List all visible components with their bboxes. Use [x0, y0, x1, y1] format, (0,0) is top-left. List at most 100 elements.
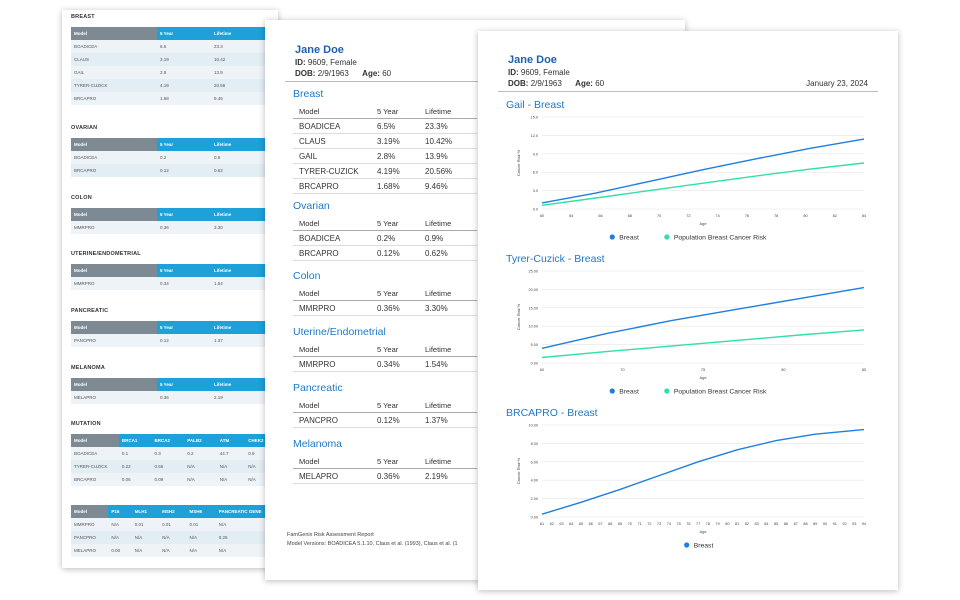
table-cell: 2.8%: [377, 148, 425, 164]
risk-table: Model BRCA1 BRCA2 PALB2 ATM CHEK2 BOADICEA 0.1 0…: [71, 434, 278, 486]
patient-dob: DOB: 2/9/1963 Age: 60: [508, 79, 605, 88]
table-cell: 0.2: [184, 447, 217, 460]
y-tick-label: 5.00: [531, 343, 538, 347]
legend-label: Breast: [619, 235, 639, 242]
column-header: MSH2: [159, 505, 187, 518]
column-header: 5 Year: [377, 104, 425, 119]
table-cell: 0.09: [151, 473, 185, 486]
table-cell: 0.34: [157, 277, 211, 290]
x-tick-label: 88: [803, 522, 807, 526]
chart-container: 0.0 3.0 6.0 9.0 12.0 15.0 60 64 66 68 70 72 74 76 78 80…: [498, 113, 878, 258]
x-tick-label: 85: [774, 522, 778, 526]
table-cell: 44.7: [216, 447, 246, 460]
risk-table: Model 5 Year Lifetime BOADICEA 0.2% 0.9% BRCAP…: [293, 216, 477, 261]
table-cell: TYRER-CUZICK: [293, 163, 377, 179]
table-cell: MELAPRO: [293, 468, 377, 484]
y-axis-label: Cancer Risk %: [516, 149, 521, 176]
table-cell: BRCAPRO: [293, 178, 377, 194]
table-row: MELAPRO 0.36% 2.19%: [293, 468, 477, 484]
section-title: Breast: [293, 88, 324, 100]
x-tick-label: 78: [774, 214, 778, 218]
table-cell: 0.36%: [377, 468, 425, 484]
section-title: MUTATION: [71, 421, 101, 427]
series-line-0: [541, 138, 865, 204]
report-footer-versions: Model Versions: BOADICEA 5.1.10, Claus e…: [287, 541, 458, 547]
x-tick-label: 80: [725, 522, 729, 526]
x-tick-label: 67: [598, 522, 602, 526]
risk-table: Model 5 Year Lifetime PANCPRO 0.12 1.37: [71, 321, 275, 347]
table-cell: 20.56: [211, 79, 275, 92]
section-title: Melanoma: [293, 438, 343, 450]
table-cell: N/A: [108, 531, 132, 544]
y-tick-label: 15.0: [531, 116, 538, 120]
column-header: Lifetime: [211, 264, 275, 277]
table-cell: N/A: [216, 460, 246, 473]
table-cell: BRCAPRO: [71, 164, 157, 177]
table-header-row: Model 5 Year Lifetime: [71, 27, 275, 40]
table-cell: 4.19%: [377, 163, 425, 179]
table-cell: N/A: [216, 473, 246, 486]
section-title: UTERINE/ENDOMETRIAL: [71, 251, 141, 257]
series-line-0: [541, 428, 865, 515]
table-cell: 0.12: [157, 164, 211, 177]
y-tick-label: 4.00: [531, 479, 538, 483]
risk-table: Model 5 Year Lifetime BOADICEA 0.2 0.9 BRCAPRO…: [71, 138, 275, 177]
table-header-row: Model P16 MLH1 MSH2 MSH6 PANCREATIC GENE: [71, 505, 278, 518]
table-header-row: Model 5 Year Lifetime: [293, 216, 477, 231]
x-axis-label: Age: [699, 529, 707, 534]
column-header: Model: [293, 216, 377, 231]
section-title: BREAST: [71, 14, 95, 20]
table-header-row: Model 5 Year Lifetime: [293, 342, 477, 357]
report-page-charts: Jane Doe ID: 9609, Female DOB: 2/9/1963 …: [478, 31, 898, 590]
x-axis-label: Age: [699, 375, 707, 380]
table-row: BRCAPRO 0.12 0.62: [71, 164, 275, 177]
table-cell: 9.46: [211, 92, 275, 105]
x-tick-label: 70: [657, 214, 661, 218]
column-header: 5 Year: [157, 138, 211, 151]
table-header-row: Model 5 Year Lifetime: [71, 208, 275, 221]
table-cell: GAIL: [293, 148, 377, 164]
table-cell: 10.42%: [425, 133, 477, 149]
table-cell: 0.01: [186, 518, 216, 531]
column-header: Lifetime: [425, 398, 477, 413]
x-tick-label: 94: [862, 522, 866, 526]
column-header: MSH6: [186, 505, 216, 518]
table-header-row: Model 5 Year Lifetime: [71, 378, 275, 391]
table-cell: 1.54%: [425, 356, 477, 372]
table-cell: 0.2%: [377, 230, 425, 246]
column-header: 5 Year: [157, 208, 211, 221]
x-tick-label: 83: [755, 522, 759, 526]
column-header: Model: [71, 378, 157, 391]
line-chart: 0.0 3.0 6.0 9.0 12.0 15.0 60 64 66 68 70 72 74 76 78 80…: [516, 116, 866, 242]
table-cell: 4.19: [157, 79, 211, 92]
table-cell: BOADICEA: [71, 40, 157, 53]
x-tick-label: 82: [833, 214, 837, 218]
table-cell: 1.68%: [377, 178, 425, 194]
table-cell: 6.5: [157, 40, 211, 53]
table-cell: 0.3: [151, 447, 185, 460]
x-tick-label: 93: [852, 522, 856, 526]
table-cell: PANCPRO: [71, 531, 109, 544]
table-cell: 6.5%: [377, 118, 425, 134]
line-chart: 0.00 5.00 10.00 15.00 20.00 25.00 60 70 75 80 85 Ag…: [516, 270, 866, 396]
legend-marker: [684, 542, 690, 548]
table-cell: MELAPRO: [71, 391, 157, 404]
column-header: 5 Year: [377, 454, 425, 469]
risk-table: Model 5 Year Lifetime MMRPRO 0.36 3.30: [71, 208, 275, 234]
x-tick-label: 87: [794, 522, 798, 526]
x-tick-label: 91: [833, 522, 837, 526]
table-cell: PANCPRO: [293, 412, 377, 428]
column-header: 5 Year: [157, 378, 211, 391]
x-tick-label: 64: [569, 214, 573, 218]
column-header: BRCA1: [118, 434, 152, 447]
y-tick-label: 0.00: [531, 362, 538, 366]
table-cell: 1.37: [211, 334, 275, 347]
y-axis-label: Cancer Risk %: [516, 303, 521, 330]
column-header: 5 Year: [377, 342, 425, 357]
section-title: Colon: [293, 270, 321, 282]
column-header: 5 Year: [377, 286, 425, 301]
risk-table: Model 5 Year Lifetime MMRPRO 0.36% 3.30%: [293, 286, 477, 316]
section-title: COLON: [71, 195, 92, 201]
table-row: MELAPRO 0.36 2.19: [71, 391, 275, 404]
x-tick-label: 71: [637, 522, 641, 526]
